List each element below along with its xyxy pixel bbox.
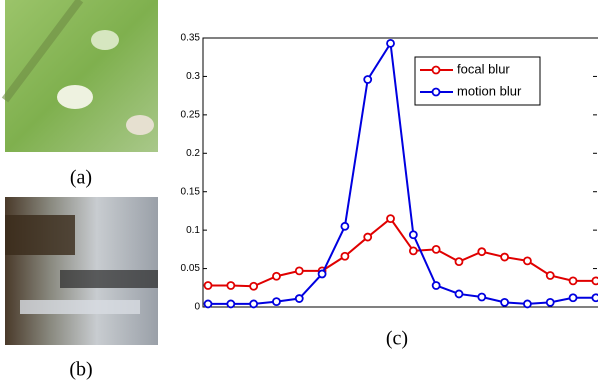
image-b bbox=[5, 197, 158, 345]
point bbox=[203, 299, 213, 309]
legend-marker bbox=[431, 87, 441, 97]
legend-marker bbox=[431, 65, 441, 75]
caption-c: (c) bbox=[386, 328, 408, 350]
point bbox=[568, 293, 578, 303]
point bbox=[363, 232, 373, 242]
point bbox=[340, 251, 350, 261]
y-tick-label: 0.15 bbox=[181, 186, 201, 197]
point bbox=[591, 276, 598, 286]
image-a bbox=[1, 0, 158, 152]
y-tick-label: 0.35 bbox=[181, 33, 201, 44]
caption-b: (b) bbox=[69, 359, 92, 381]
point bbox=[523, 256, 532, 266]
point bbox=[249, 281, 259, 291]
point bbox=[568, 276, 578, 286]
point bbox=[523, 299, 532, 309]
y-tick-label: 0.1 bbox=[186, 225, 200, 236]
point bbox=[454, 257, 464, 267]
point bbox=[500, 252, 510, 262]
point bbox=[477, 292, 487, 302]
point bbox=[545, 297, 555, 307]
point bbox=[203, 281, 213, 290]
point bbox=[408, 246, 418, 256]
point bbox=[249, 299, 259, 309]
legend-box bbox=[414, 56, 541, 106]
y-tick-label: 0 bbox=[194, 302, 200, 313]
point bbox=[386, 214, 395, 224]
point bbox=[294, 266, 304, 276]
point bbox=[454, 289, 464, 299]
plot-frame bbox=[202, 37, 598, 308]
point bbox=[226, 299, 236, 309]
legend-label: motion blur bbox=[457, 83, 522, 98]
y-tick-label: 0.25 bbox=[181, 109, 201, 120]
y-tick-label: 0.3 bbox=[186, 71, 200, 82]
point bbox=[317, 269, 327, 279]
point bbox=[431, 244, 441, 254]
point bbox=[408, 230, 418, 240]
point bbox=[477, 247, 487, 257]
point bbox=[294, 294, 304, 303]
point bbox=[431, 281, 441, 290]
series-line bbox=[208, 217, 596, 288]
point bbox=[226, 281, 236, 290]
caption-a: (a) bbox=[70, 167, 92, 189]
point bbox=[363, 75, 373, 84]
point bbox=[545, 271, 555, 280]
point bbox=[340, 221, 350, 231]
y-tick-label: 0.05 bbox=[181, 263, 201, 274]
point bbox=[386, 38, 395, 48]
legend-label: focal blur bbox=[457, 61, 510, 76]
point bbox=[272, 271, 281, 281]
point bbox=[272, 297, 281, 307]
point bbox=[591, 293, 598, 303]
y-tick-label: 0.2 bbox=[186, 148, 200, 159]
point bbox=[500, 297, 510, 307]
